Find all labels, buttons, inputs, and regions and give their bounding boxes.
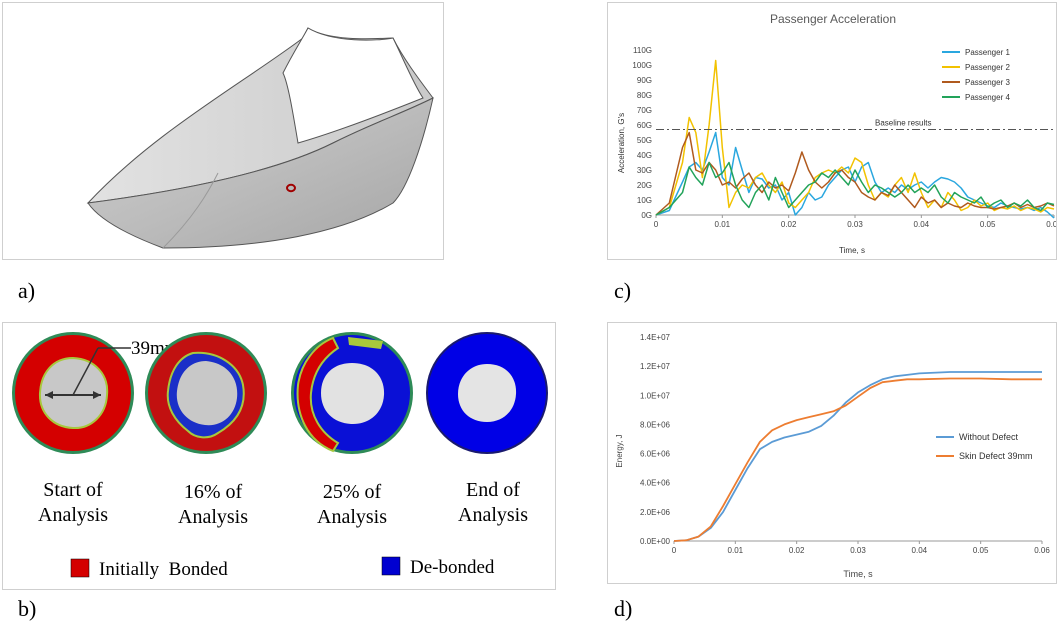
y-tick-label: 50G xyxy=(637,136,652,145)
x-tick-label: 0.05 xyxy=(980,220,996,229)
y-tick-label: 6.0E+06 xyxy=(640,450,671,459)
baseline-label: Baseline results xyxy=(875,119,931,128)
y-tick-label: 90G xyxy=(637,76,652,85)
circle-end xyxy=(426,332,548,454)
legend-label: Without Defect xyxy=(959,432,1019,442)
legend-label: Passenger 1 xyxy=(965,48,1010,57)
chart-c-ylabel: Acceleration, G's xyxy=(617,113,626,173)
y-tick-label: 20G xyxy=(637,181,652,190)
caption-end-line2: Analysis xyxy=(458,504,528,526)
x-tick-label: 0.02 xyxy=(789,546,805,555)
y-tick-label: 10G xyxy=(637,196,652,205)
x-tick-label: 0.06 xyxy=(1034,546,1050,555)
chart-c-xlabel: Time, s xyxy=(839,246,865,255)
y-tick-label: 40G xyxy=(637,151,652,160)
debond-progression: 39mm Start of Analysis 16% of Analysis 2… xyxy=(12,332,548,580)
y-tick-label: 110G xyxy=(633,46,652,55)
legend-label: Skin Defect 39mm xyxy=(959,451,1033,461)
hull-cockpit-opening xyxy=(282,27,424,144)
chart-d-ylabel: Energy, J xyxy=(615,434,624,467)
y-tick-label: 1.0E+07 xyxy=(640,391,671,400)
y-tick-label: 80G xyxy=(637,91,652,100)
caption-start-line2: Analysis xyxy=(38,504,108,526)
caption-25pct-line1: 25% of xyxy=(323,481,382,503)
x-tick-label: 0.03 xyxy=(847,220,863,229)
panel-d-frame: Energy, J Time, s 0.0E+00 2.0E+06 4.0E+06 6… xyxy=(607,322,1057,584)
x-tick-label: 0.04 xyxy=(914,220,930,229)
x-tick-label: 0 xyxy=(672,546,677,555)
legend-label: Passenger 3 xyxy=(965,78,1010,87)
y-tick-label: 8.0E+06 xyxy=(640,420,671,429)
series-line-passenger-1 xyxy=(655,131,1055,219)
circle-25pct xyxy=(291,332,413,454)
caption-16pct-line1: 16% of xyxy=(184,481,243,503)
panel-b-frame: 39mm Start of Analysis 16% of Analysis 2… xyxy=(2,322,556,590)
legend-swatch-debonded xyxy=(381,556,401,576)
y-tick-label: 70G xyxy=(637,106,652,115)
y-tick-label: 0.0E+00 xyxy=(640,537,671,546)
series-line-passenger-4 xyxy=(655,161,1055,216)
x-tick-label: 0.05 xyxy=(973,546,989,555)
hull-shell-render xyxy=(86,27,434,249)
defect-marker xyxy=(286,183,296,193)
x-tick-label: 0 xyxy=(654,220,659,229)
circle-start: 39mm xyxy=(12,332,180,454)
panel-label-c: c) xyxy=(614,278,632,303)
panel-c-frame: Passenger Acceleration Acceleration, G's… xyxy=(607,2,1058,260)
y-tick-label: 30G xyxy=(637,166,652,175)
circle-16pct xyxy=(145,332,267,454)
y-tick-label: 100G xyxy=(632,61,652,70)
x-tick-label: 0.03 xyxy=(850,546,866,555)
x-tick-label: 0.02 xyxy=(781,220,797,229)
caption-25pct-line2: Analysis xyxy=(317,506,387,528)
y-tick-label: 60G xyxy=(637,121,652,130)
legend-swatch-bonded xyxy=(70,558,90,578)
legend-label-bonded: Initially Bonded xyxy=(99,559,228,580)
y-tick-label: 0G xyxy=(641,211,652,220)
y-tick-label: 2.0E+06 xyxy=(640,508,671,517)
x-tick-label: 0.04 xyxy=(912,546,928,555)
y-tick-label: 4.0E+06 xyxy=(640,479,671,488)
x-tick-label: 0.01 xyxy=(715,220,731,229)
legend-label: Passenger 2 xyxy=(965,63,1010,72)
panel-label-b: b) xyxy=(18,596,37,621)
panel-label-d: d) xyxy=(614,596,633,621)
legend-label: Passenger 4 xyxy=(965,93,1010,102)
y-tick-label: 1.2E+07 xyxy=(640,362,671,371)
hull-keel-line xyxy=(162,172,219,249)
series-line-skin-defect-39mm xyxy=(673,377,1042,542)
panel-label-a: a) xyxy=(18,278,36,303)
energy-chart: Energy, J Time, s 0.0E+00 2.0E+06 4.0E+06 6… xyxy=(615,333,1050,579)
chart-d-xlabel: Time, s xyxy=(843,569,873,579)
series-line-passenger-3 xyxy=(655,131,1055,216)
caption-16pct-line2: Analysis xyxy=(178,506,248,528)
x-tick-label: 0.01 xyxy=(728,546,744,555)
y-tick-label: 1.4E+07 xyxy=(640,333,671,342)
series-line-without-defect xyxy=(673,371,1042,542)
panel-a-frame xyxy=(2,2,444,260)
chart-c-title: Passenger Acceleration xyxy=(770,12,896,26)
acceleration-chart: Passenger Acceleration Acceleration, G's… xyxy=(617,12,1058,255)
caption-end-line1: End of xyxy=(466,479,520,501)
caption-start-line1: Start of xyxy=(43,479,103,501)
legend-label-debonded: De-bonded xyxy=(410,557,495,578)
x-tick-label: 0.06 xyxy=(1046,220,1056,229)
